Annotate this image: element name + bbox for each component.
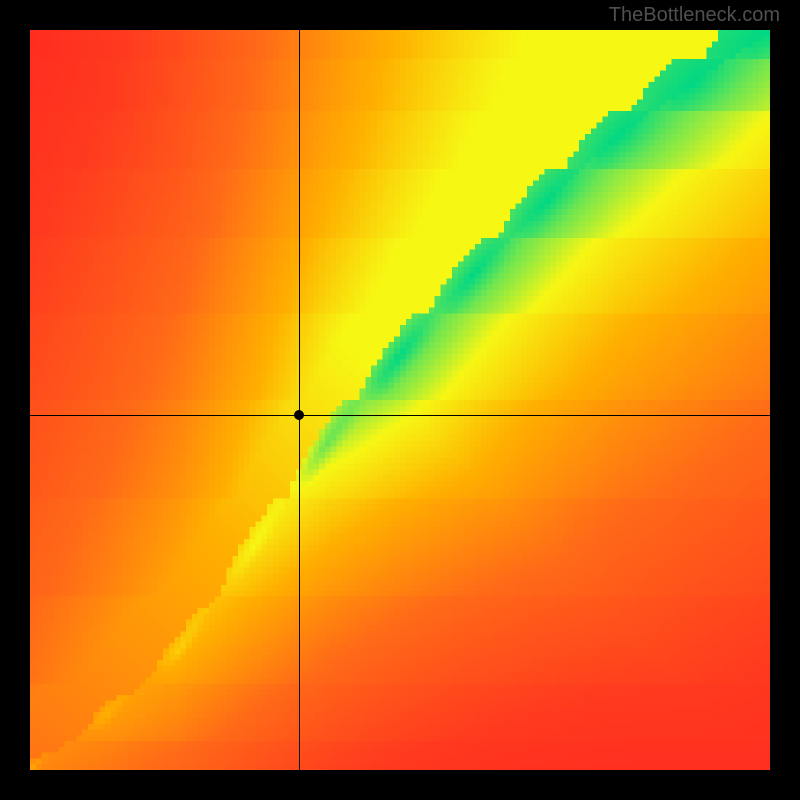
watermark-text: TheBottleneck.com bbox=[609, 4, 780, 27]
selection-marker bbox=[294, 410, 304, 420]
crosshair-vertical bbox=[299, 30, 300, 770]
bottleneck-heatmap bbox=[30, 30, 770, 770]
crosshair-horizontal bbox=[30, 415, 770, 416]
heatmap-canvas bbox=[30, 30, 770, 770]
